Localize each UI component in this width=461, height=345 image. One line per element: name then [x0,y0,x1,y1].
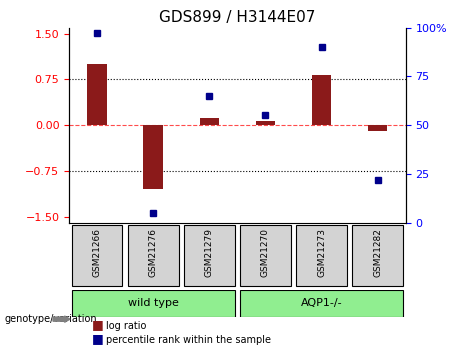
Bar [368,125,387,131]
Bar [200,118,219,125]
Bar [256,121,275,125]
Bar [312,75,331,125]
Text: percentile rank within the sample: percentile rank within the sample [106,335,271,345]
Text: GSM21279: GSM21279 [205,228,214,277]
Text: genotype/variation: genotype/variation [5,314,97,324]
FancyBboxPatch shape [240,225,291,286]
Text: GSM21273: GSM21273 [317,228,326,277]
FancyBboxPatch shape [352,225,403,286]
Text: GSM21282: GSM21282 [373,228,382,277]
FancyBboxPatch shape [240,290,403,317]
Text: GSM21276: GSM21276 [149,228,158,277]
FancyBboxPatch shape [128,225,178,286]
Text: GSM21270: GSM21270 [261,228,270,277]
FancyBboxPatch shape [296,225,347,286]
Bar [143,125,163,189]
FancyBboxPatch shape [72,290,235,317]
Text: AQP1-/-: AQP1-/- [301,298,343,308]
Text: wild type: wild type [128,298,179,308]
FancyBboxPatch shape [184,225,235,286]
Title: GDS899 / H3144E07: GDS899 / H3144E07 [159,10,316,25]
Bar [88,64,107,125]
Text: ■: ■ [92,318,104,331]
FancyBboxPatch shape [72,225,123,286]
Text: ■: ■ [92,332,104,345]
Text: log ratio: log ratio [106,321,147,331]
Text: GSM21266: GSM21266 [93,228,102,277]
